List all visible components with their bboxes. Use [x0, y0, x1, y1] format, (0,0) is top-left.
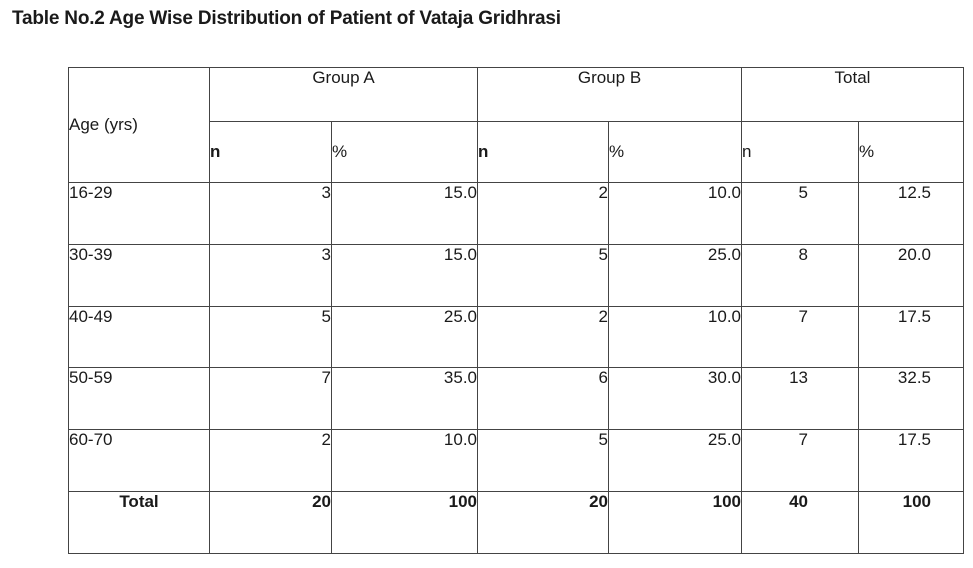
group-b-pct-header: %	[608, 121, 742, 183]
group-a-n-cell: 2	[209, 429, 332, 493]
group-a-pct-cell: 25.0	[331, 305, 478, 369]
group-a-n-header: n	[209, 121, 332, 183]
group-b-n-cell: 2	[477, 182, 609, 245]
age-cell: 16-29	[68, 182, 210, 245]
group-b-pct-cell: 30.0	[608, 367, 742, 431]
total-pct-cell: 20.0	[857, 243, 965, 307]
total-n-header: n	[741, 121, 859, 183]
total-pct-cell: 17.5	[857, 429, 965, 493]
total-n-cell: 7	[741, 305, 859, 369]
group-b-pct-cell: 25.0	[608, 429, 742, 493]
table-row: 50-59 7 35.0 6 30.0 13 32.5	[68, 367, 965, 431]
total-n-cell: 13	[741, 367, 859, 431]
total-row: Total 20 100 20 100 40 100	[68, 491, 965, 554]
total-label-cell: Total	[68, 491, 210, 554]
group-a-pct-header: %	[331, 121, 478, 183]
group-a-n-cell: 5	[209, 305, 332, 369]
table-row: 40-49 5 25.0 2 10.0 7 17.5	[68, 305, 965, 369]
total-pct-cell: 32.5	[857, 367, 965, 431]
group-a-n-cell: 3	[209, 243, 332, 307]
sub-header-row: n % n % n %	[69, 121, 965, 183]
group-a-n-total: 20	[209, 491, 332, 554]
total-pct-header: %	[857, 121, 965, 183]
age-column-header: Age (yrs)	[68, 67, 210, 183]
age-cell: 40-49	[68, 305, 210, 369]
group-b-n-header: n	[477, 121, 609, 183]
total-n-cell: 8	[741, 243, 859, 307]
age-cell: 30-39	[68, 243, 210, 307]
group-b-pct-cell: 10.0	[608, 305, 742, 369]
group-a-header: Group A	[209, 67, 478, 122]
age-cell: 50-59	[68, 367, 210, 431]
total-n-cell: 5	[741, 182, 859, 245]
total-pct-cell: 12.5	[857, 182, 965, 245]
age-cell: 60-70	[68, 429, 210, 493]
group-b-n-cell: 2	[477, 305, 609, 369]
total-pct-total: 100	[857, 491, 965, 554]
total-group-header: Total	[740, 67, 965, 122]
total-n-total: 40	[741, 491, 859, 554]
group-a-n-cell: 7	[209, 367, 332, 431]
group-header-row: Age (yrs) Group A Group B Total	[68, 67, 965, 183]
group-a-n-cell: 3	[209, 182, 332, 245]
group-b-n-cell: 6	[477, 367, 609, 431]
group-b-n-cell: 5	[477, 429, 609, 493]
table-row: 30-39 3 15.0 5 25.0 8 20.0	[68, 243, 965, 307]
group-a-pct-cell: 15.0	[331, 243, 478, 307]
group-b-pct-cell: 10.0	[608, 182, 742, 245]
table-title: Table No.2 Age Wise Distribution of Pati…	[12, 8, 561, 29]
group-b-header: Group B	[477, 67, 742, 122]
group-b-n-cell: 5	[477, 243, 609, 307]
group-a-pct-cell: 15.0	[331, 182, 478, 245]
group-a-pct-cell: 35.0	[331, 367, 478, 431]
table-row: 60-70 2 10.0 5 25.0 7 17.5	[68, 429, 965, 493]
group-b-pct-cell: 25.0	[608, 243, 742, 307]
group-b-n-total: 20	[477, 491, 609, 554]
group-a-pct-total: 100	[331, 491, 478, 554]
total-pct-cell: 17.5	[857, 305, 965, 369]
group-b-pct-total: 100	[608, 491, 742, 554]
total-n-cell: 7	[741, 429, 859, 493]
age-distribution-table: Age (yrs) Group A Group B Total n % n % …	[68, 67, 965, 554]
table-row: 16-29 3 15.0 2 10.0 5 12.5	[68, 182, 965, 245]
group-a-pct-cell: 10.0	[331, 429, 478, 493]
